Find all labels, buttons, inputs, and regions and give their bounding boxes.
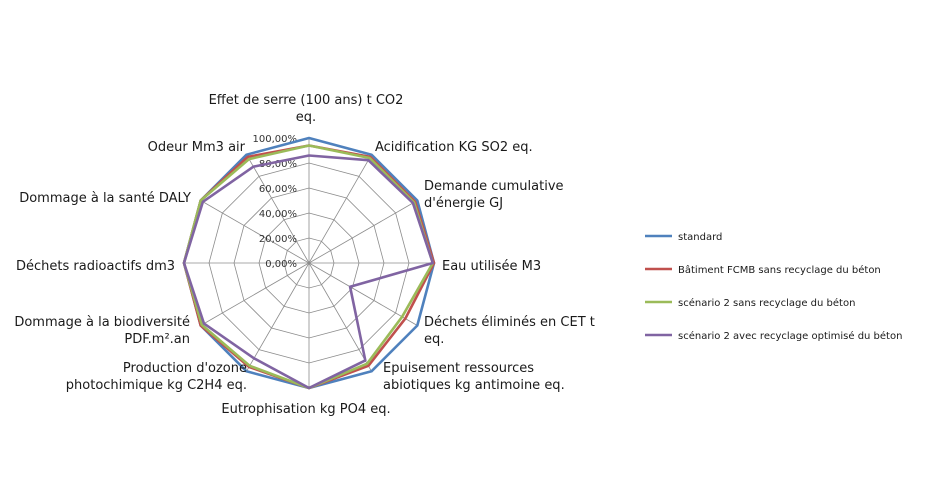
- tick-label: 20,00%: [259, 234, 297, 245]
- axis-spoke: [308, 200, 418, 264]
- tick-label: 60,00%: [259, 184, 297, 195]
- tick-label: 80,00%: [259, 159, 297, 170]
- legend-label: standard: [678, 232, 722, 243]
- axis-spoke: [246, 262, 310, 372]
- axis-label: photochimique kg C2H4 eq.: [66, 378, 247, 393]
- axis-spoke: [200, 200, 310, 264]
- axis-spoke: [246, 154, 310, 264]
- axis-label: Demande cumulative: [424, 179, 564, 194]
- axis-label: Effet de serre (100 ans) t CO2: [209, 93, 404, 108]
- axis-spoke: [308, 262, 418, 326]
- series-line: [182, 154, 435, 390]
- axis-label: Odeur Mm3 air: [148, 140, 246, 155]
- legend: standard Bâtiment FCMB sans recyclage du …: [645, 232, 902, 342]
- axis-spoke: [308, 262, 372, 372]
- axis-label: Eutrophisation kg PO4 eq.: [221, 402, 390, 417]
- radar-grid: [183, 137, 435, 389]
- axis-label: eq.: [424, 332, 444, 347]
- axis-label: PDF.m².an: [124, 332, 190, 347]
- legend-label: scénario 2 avec recyclage optimisé du bé…: [678, 330, 902, 342]
- axis-label: Epuisement ressources: [383, 361, 534, 376]
- legend-label: Bâtiment FCMB sans recyclage du béton: [678, 264, 881, 276]
- tick-label: 40,00%: [259, 209, 297, 220]
- axis-label: Dommage à la biodiversité: [14, 315, 190, 330]
- axis-label: eq.: [296, 110, 316, 125]
- axis-label: Acidification KG SO2 eq.: [375, 140, 533, 155]
- axis-label: Eau utilisée M3: [442, 259, 541, 274]
- legend-label: scénario 2 sans recyclage du béton: [678, 297, 855, 309]
- axis-label: abiotiques kg antimoine eq.: [383, 378, 565, 393]
- axis-spoke: [200, 262, 310, 326]
- tick-label: 100,00%: [253, 134, 298, 145]
- axis-label: Production d'ozone: [123, 361, 247, 376]
- tick-label: 0,00%: [265, 259, 297, 270]
- axis-labels: Effet de serre (100 ans) t CO2 eq. Acidifi…: [14, 93, 595, 417]
- radar-series: [182, 136, 436, 390]
- axis-label: d'énergie GJ: [424, 196, 503, 211]
- axis-spoke: [308, 154, 372, 264]
- radial-tick-labels: 0,00% 20,00% 40,00% 60,00% 80,00% 100,00%: [253, 134, 298, 270]
- axis-label: Déchets radioactifs dm3: [16, 259, 175, 274]
- axis-label: Dommage à la santé DALY: [19, 191, 191, 206]
- axis-label: Déchets éliminés en CET t: [424, 315, 595, 330]
